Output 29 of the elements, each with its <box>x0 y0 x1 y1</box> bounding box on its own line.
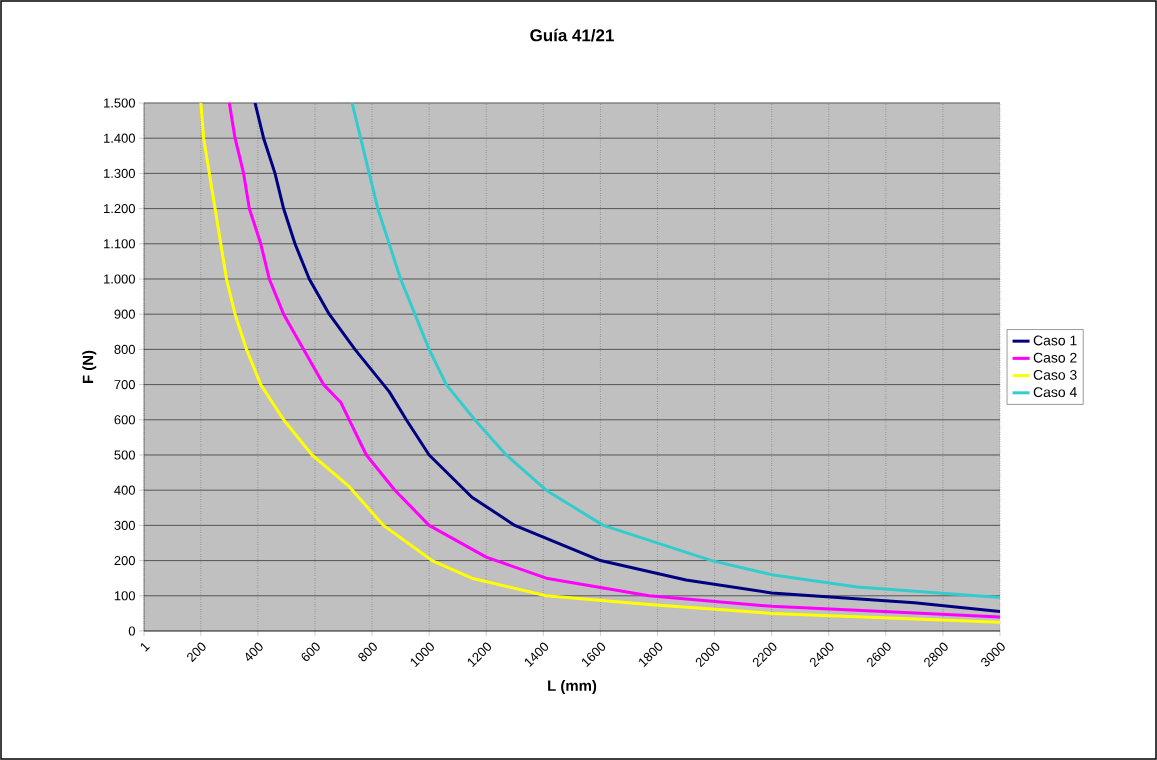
y-axis-title: F (N) <box>82 350 97 383</box>
y-tick-label: 400 <box>114 485 135 495</box>
legend-label: Caso 4 <box>1033 387 1077 398</box>
legend-label: Caso 1 <box>1033 335 1077 346</box>
y-tick-label: 600 <box>114 415 135 425</box>
line-series <box>350 102 1001 600</box>
legend-label: Caso 2 <box>1033 352 1077 363</box>
y-tick-label: 1.100 <box>104 239 135 249</box>
legend-label: Caso 3 <box>1033 369 1077 380</box>
y-tick-label: 1.200 <box>104 204 135 214</box>
y-tick-label: 200 <box>114 556 135 566</box>
y-tick-label: 1.000 <box>104 274 135 284</box>
y-tick-label: 0 <box>128 626 135 636</box>
x-tick-label: 200 <box>187 642 206 663</box>
y-tick-label: 800 <box>114 344 135 354</box>
chart-title: Guía 41/21 <box>530 28 614 42</box>
x-tick-label: 400 <box>245 642 263 662</box>
x-tick-label: 1 <box>140 642 150 652</box>
y-tick-label: 1.500 <box>104 98 135 108</box>
x-tick-label: 800 <box>358 642 377 662</box>
y-tick-label: 700 <box>114 380 135 390</box>
y-tick-label: 300 <box>114 520 135 530</box>
x-tick-label: 600 <box>301 642 320 661</box>
y-tick-label: 1.400 <box>104 133 135 143</box>
y-tick-label: 900 <box>114 309 135 319</box>
y-tick-label: 100 <box>114 591 135 601</box>
y-tick-label: 1.300 <box>104 168 135 178</box>
y-tick-label: 500 <box>114 450 135 460</box>
x-axis-title: L (mm) <box>548 680 597 694</box>
